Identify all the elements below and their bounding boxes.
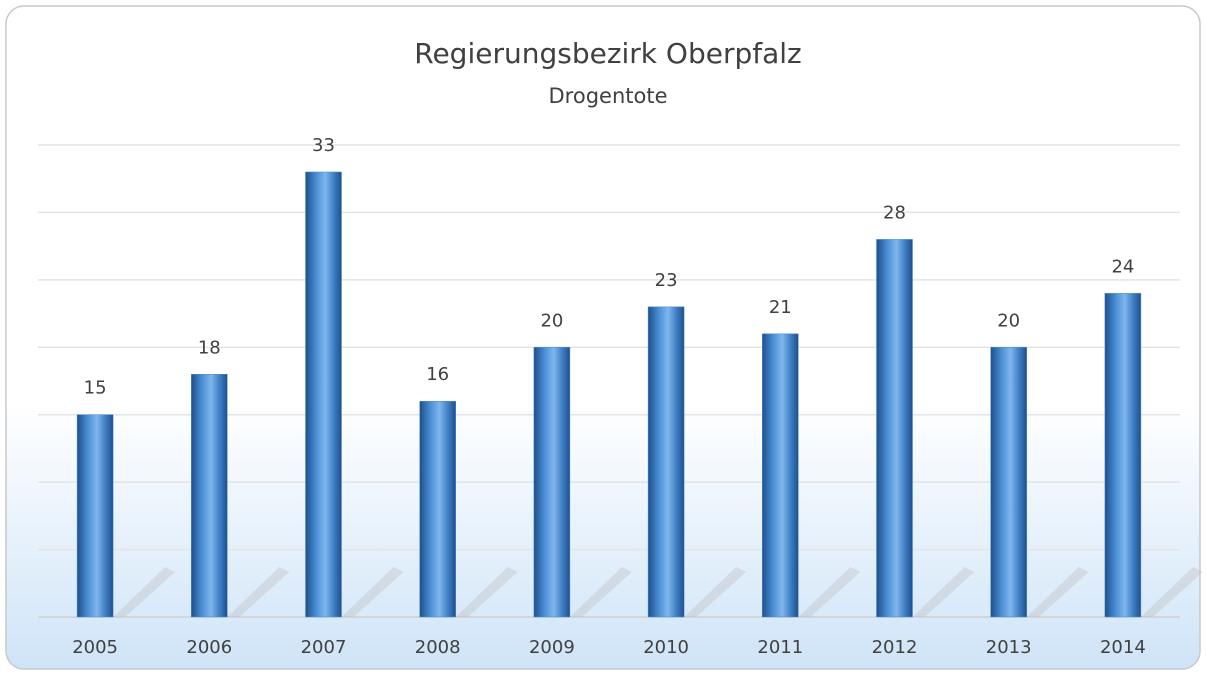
chart-title: Regierungsbezirk Oberpfalz (414, 37, 802, 70)
bar-shadow (1026, 567, 1089, 617)
bar (1104, 293, 1142, 618)
bar-shadow (113, 567, 176, 617)
x-tick-label: 2013 (986, 637, 1032, 658)
bar-shadow (569, 567, 632, 617)
bar-shadow (798, 567, 861, 617)
value-label: 28 (883, 202, 906, 223)
value-label: 21 (769, 297, 792, 318)
bar-shadow (455, 567, 518, 617)
x-tick-label: 2006 (186, 637, 232, 658)
value-label: 16 (426, 364, 449, 385)
bar (876, 239, 913, 618)
bar-shadow (912, 567, 975, 617)
bar (533, 347, 571, 618)
bar (762, 333, 799, 618)
value-label: 33 (312, 135, 335, 156)
chart-subtitle: Drogentote (549, 84, 668, 108)
value-label: 20 (540, 310, 563, 331)
value-label: 20 (997, 310, 1020, 331)
value-label: 15 (84, 378, 107, 399)
value-label: 23 (655, 270, 678, 291)
bar (191, 374, 228, 618)
x-tick-label: 2010 (643, 637, 689, 658)
value-label: 18 (198, 337, 221, 358)
bar-shadow (1140, 567, 1203, 617)
bar-shadow (684, 567, 747, 617)
bar (419, 400, 456, 618)
x-tick-label: 2014 (1100, 637, 1146, 658)
bar-shadow (227, 567, 290, 617)
bar (305, 171, 342, 618)
x-tick-label: 2009 (529, 637, 575, 658)
x-tick-label: 2011 (757, 637, 803, 658)
value-label: 24 (1111, 256, 1134, 277)
x-tick-label: 2008 (415, 637, 461, 658)
bar-shadow (341, 567, 404, 617)
bar (76, 414, 114, 618)
x-tick-label: 2005 (72, 637, 118, 658)
bar (647, 306, 685, 618)
x-tick-label: 2012 (872, 637, 918, 658)
bar (990, 347, 1027, 618)
x-tick-label: 2007 (301, 637, 347, 658)
